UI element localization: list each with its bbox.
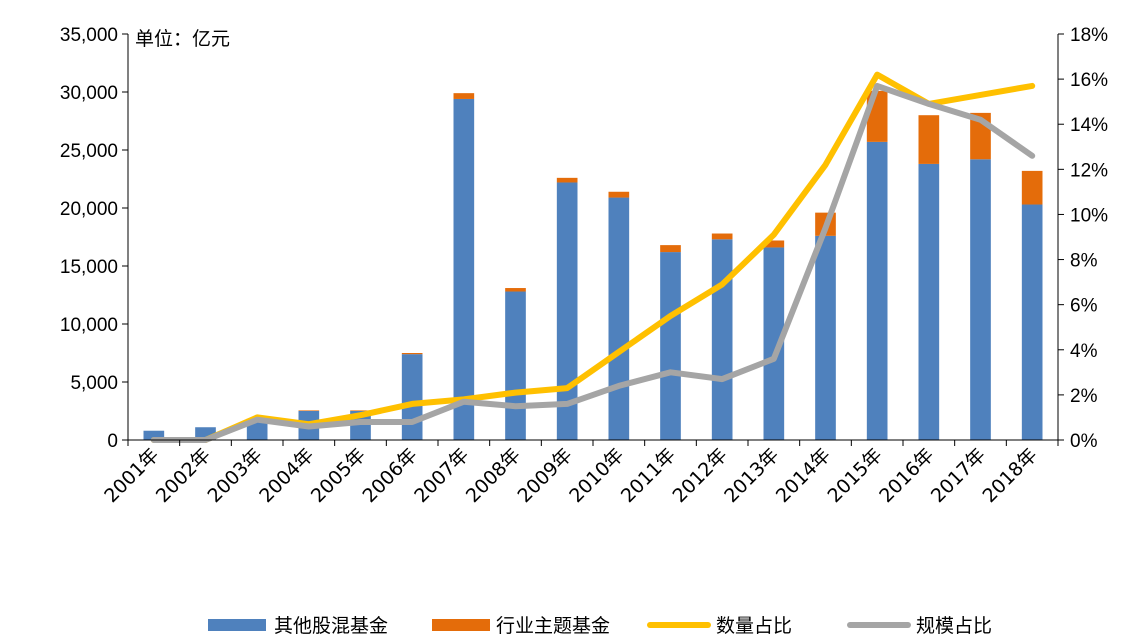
right-tick-label: 4% (1070, 341, 1098, 362)
bar-other-equity-15 (918, 163, 940, 441)
left-tick-label: 35,000 (60, 25, 118, 46)
bar-other-equity-7 (505, 291, 526, 440)
bar-sector-theme-7 (505, 288, 526, 292)
bar-other-equity-10 (660, 252, 681, 440)
bar-sector-theme-10 (660, 245, 681, 253)
right-tick-label: 2% (1070, 386, 1098, 407)
legend-item-0: 其他股混基金 (208, 615, 388, 637)
bar-other-equity-9 (608, 197, 630, 440)
x-tick-label: 2018年 (979, 444, 1042, 507)
bar-sector-theme-3 (298, 410, 320, 411)
bar-sector-theme-15 (918, 115, 940, 164)
right-tick-label: 0% (1070, 431, 1098, 452)
x-tick-label: 2011年 (617, 444, 680, 507)
bar-sector-theme-17 (1021, 170, 1043, 205)
bar-other-equity-11 (711, 239, 733, 440)
bar-other-equity-14 (866, 141, 888, 440)
x-tick-label: 2004年 (255, 444, 318, 507)
x-tick-label: 2017年 (927, 444, 990, 507)
bar-sector-theme-5 (401, 353, 423, 355)
legend-item-3: 规模占比 (847, 615, 992, 637)
right-tick-label: 10% (1070, 205, 1108, 226)
right-tick-label: 14% (1070, 115, 1108, 136)
bar-sector-theme-11 (711, 233, 733, 240)
right-tick-label: 18% (1070, 25, 1108, 46)
legend-swatch (432, 619, 490, 631)
right-tick-label: 8% (1070, 251, 1098, 272)
legend: 其他股混基金 行业主题基金 数量占比 规模占比 (208, 615, 992, 637)
bar-sector-theme-8 (556, 177, 578, 183)
left-tick-label: 25,000 (60, 141, 118, 162)
x-tick-label: 2002年 (152, 444, 215, 507)
line-layer (150, 71, 1036, 443)
left-tick-label: 10,000 (60, 315, 118, 336)
x-tick-label: 2013年 (720, 444, 783, 507)
x-tick-label: 2006年 (359, 444, 422, 507)
x-tick-label: 2012年 (669, 444, 732, 507)
bar-other-equity-8 (556, 182, 578, 441)
x-tick-label: 2001年 (100, 444, 163, 507)
x-tick-label: 2007年 (410, 444, 473, 507)
left-tick-label: 5,000 (70, 373, 118, 394)
bar-other-equity-13 (815, 235, 836, 440)
bar-other-equity-17 (1021, 204, 1043, 440)
bar-other-equity-16 (970, 159, 991, 440)
bar-sector-theme-9 (608, 191, 630, 198)
x-tick-label: 2010年 (565, 444, 628, 507)
bar-sector-theme-12 (763, 240, 785, 248)
x-tick-label: 2003年 (204, 444, 267, 507)
left-tick-label: 15,000 (60, 257, 118, 278)
x-tick-label: 2005年 (307, 444, 370, 507)
x-tick-label: 2014年 (772, 444, 835, 507)
line-scale-share (150, 82, 1036, 443)
legend-item-2: 数量占比 (647, 615, 792, 637)
x-tick-label: 2016年 (875, 444, 938, 507)
left-tick-label: 30,000 (60, 83, 118, 104)
bar-layer (143, 90, 1043, 441)
right-tick-label: 16% (1070, 70, 1108, 91)
bar-other-equity-12 (763, 247, 785, 440)
x-tick-label: 2008年 (462, 444, 525, 507)
unit-label: 单位：亿元 (135, 28, 230, 50)
bar-other-equity-5 (401, 354, 423, 440)
x-tick-label: 2009年 (514, 444, 577, 507)
line-count-share (150, 71, 1036, 443)
legend-item-1: 行业主题基金 (432, 615, 610, 637)
bar-sector-theme-6 (453, 93, 475, 99)
bar-sector-theme-4 (350, 410, 371, 411)
right-tick-label: 12% (1070, 160, 1108, 181)
x-tick-label: 2015年 (824, 444, 887, 507)
legend-label: 数量占比 (716, 615, 792, 637)
bar-other-equity-6 (453, 98, 475, 441)
legend-label: 其他股混基金 (274, 615, 388, 637)
legend-label: 行业主题基金 (496, 615, 610, 637)
left-tick-label: 20,000 (60, 199, 118, 220)
bar-other-equity-0 (143, 430, 165, 440)
right-tick-label: 6% (1070, 296, 1098, 317)
legend-swatch (208, 619, 266, 631)
left-tick-label: 0 (107, 431, 118, 452)
legend-label: 规模占比 (916, 615, 992, 637)
